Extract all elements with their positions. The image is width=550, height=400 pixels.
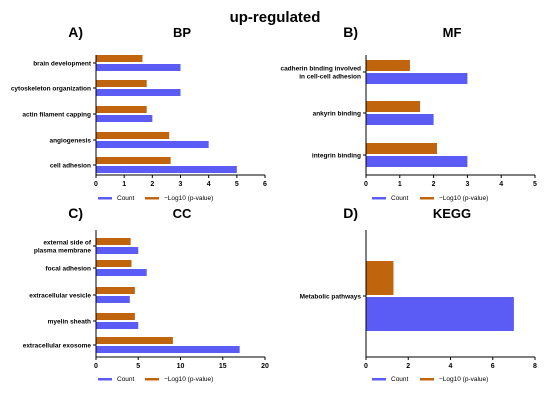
legend-label: −Log10 (p-value): [439, 195, 488, 202]
panel-title: MF: [443, 25, 462, 40]
x-tick-label: 5: [136, 363, 140, 370]
bar-count: [96, 89, 181, 96]
panel-letter: A): [68, 24, 83, 40]
bar-log-p-value: [96, 80, 147, 87]
bar-count: [96, 296, 130, 303]
category-label: cytoskeleton organization: [11, 86, 91, 93]
bar-count: [96, 141, 209, 148]
x-tick-label: 0: [94, 363, 98, 370]
chart-panel-2: C) CC external side of plasma membrane focal…: [23, 205, 269, 383]
bar-count: [96, 322, 139, 329]
x-tick-label: 2: [432, 181, 436, 188]
category-label: extracellular vesicle: [29, 293, 91, 300]
panel-title: BP: [173, 25, 191, 40]
legend-swatch: [145, 378, 159, 381]
x-tick-label: 3: [179, 181, 183, 188]
legend-label: −Log10 (p-value): [164, 195, 213, 202]
category-label: ankyrin binding: [313, 111, 361, 118]
legend-label: −Log10 (p-value): [164, 376, 213, 383]
category-label: Metabolic pathways: [300, 294, 362, 301]
legend-swatch: [98, 197, 112, 200]
legend-swatch: [372, 197, 386, 200]
legend-swatch: [420, 378, 434, 381]
category-label: myelin sheath: [48, 319, 91, 326]
x-tick-label: 4: [499, 181, 503, 188]
legend-label: −Log10 (p-value): [439, 376, 488, 383]
category-label: external side of plasma membrane: [34, 240, 92, 255]
legend-swatch: [372, 378, 386, 381]
x-tick-label: 0: [94, 181, 98, 188]
bar-count: [366, 156, 468, 167]
bar-log-p-value: [96, 106, 147, 113]
bar-log-p-value: [366, 143, 437, 154]
panel-title: KEGG: [433, 206, 471, 221]
legend-swatch: [98, 378, 112, 381]
x-tick-label: 3: [465, 181, 469, 188]
category-label: integrin binding: [312, 153, 361, 160]
bar-log-p-value: [96, 260, 132, 267]
bar-count: [96, 346, 240, 353]
panel-letter: B): [343, 24, 358, 40]
category-label: extracellular exosome: [23, 343, 92, 350]
x-tick-label: 6: [491, 363, 495, 370]
bar-log-p-value: [96, 313, 135, 320]
x-tick-label: 4: [449, 363, 453, 370]
bar-log-p-value: [96, 238, 131, 245]
x-tick-label: 0: [364, 181, 368, 188]
bar-log-p-value: [96, 287, 135, 294]
x-tick-label: 4: [207, 181, 211, 188]
x-tick-label: 6: [263, 181, 267, 188]
bar-log-p-value: [96, 337, 173, 344]
chart-panel-0: A) BP brain development cytoskeleton organi…: [11, 24, 267, 202]
legend-label: Count: [391, 195, 409, 202]
bar-count: [96, 64, 181, 71]
bar-log-p-value: [96, 55, 143, 62]
x-tick-label: 10: [177, 363, 185, 370]
bar-count: [96, 247, 139, 254]
panel-letter: C): [68, 205, 83, 221]
category-label: angiogenesis: [49, 138, 91, 145]
legend-label: Count: [117, 376, 135, 383]
chart-panel-1: B) MF cadherin binding involved in cell-cel…: [280, 24, 537, 202]
x-tick-label: 2: [406, 363, 410, 370]
category-label: cell adhesion: [50, 163, 91, 170]
bar-log-p-value: [366, 261, 394, 295]
bar-count: [96, 269, 147, 276]
legend-label: Count: [117, 195, 135, 202]
bar-count: [366, 114, 434, 125]
x-tick-label: 5: [235, 181, 239, 188]
x-tick-label: 1: [398, 181, 402, 188]
bar-log-p-value: [366, 101, 421, 112]
category-label: cadherin binding involved in cell-cell ad…: [280, 66, 361, 81]
bar-count: [96, 115, 153, 122]
panel-title: CC: [173, 206, 192, 221]
bar-count: [96, 166, 237, 173]
panel-letter: D): [343, 205, 358, 221]
x-tick-label: 8: [533, 363, 537, 370]
bar-log-p-value: [96, 157, 171, 164]
legend-label: Count: [391, 376, 409, 383]
category-label: brain development: [33, 61, 92, 68]
figure-title: up-regulated: [230, 9, 321, 26]
legend-swatch: [420, 197, 434, 200]
x-tick-label: 2: [150, 181, 154, 188]
legend-swatch: [145, 197, 159, 200]
x-tick-label: 15: [219, 363, 227, 370]
chart-panel-3: D) KEGG Metabolic pathways 0 2 4 6 8 Count −Log10…: [300, 205, 537, 383]
x-tick-label: 1: [122, 181, 126, 188]
x-tick-label: 0: [364, 363, 368, 370]
bar-count: [366, 73, 468, 84]
category-label: focal adhesion: [45, 266, 91, 273]
x-tick-label: 20: [261, 363, 269, 370]
category-label: actin filament capping: [22, 112, 91, 119]
bar-log-p-value: [366, 60, 410, 71]
x-tick-label: 5: [533, 181, 537, 188]
bar-count: [366, 297, 514, 331]
bar-log-p-value: [96, 132, 170, 139]
